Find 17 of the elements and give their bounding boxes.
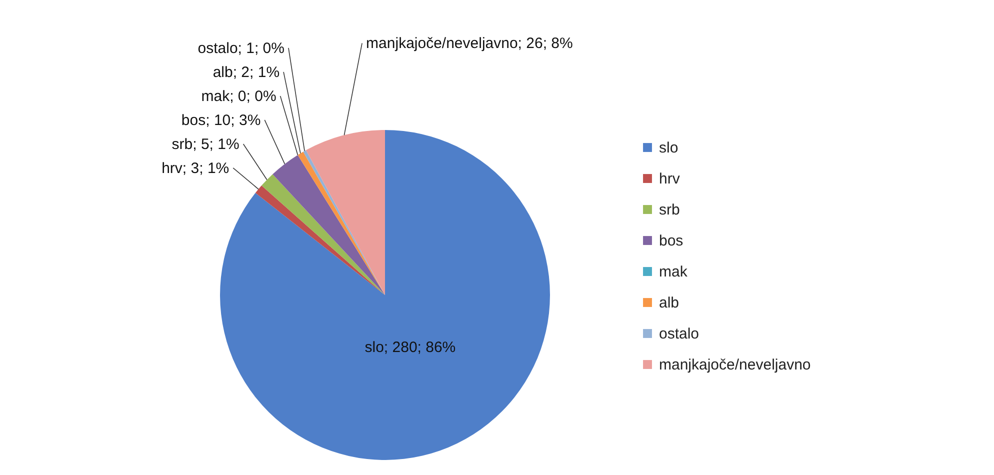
data-label: manjkajoče/neveljavno; 26; 8%	[366, 35, 573, 52]
legend-label: ostalo	[659, 326, 700, 342]
pie-slice	[272, 154, 385, 295]
data-label: ostalo; 1; 0%	[198, 40, 284, 57]
data-label: slo; 280; 86%	[364, 338, 456, 356]
data-label: alb; 2; 1%	[212, 64, 280, 81]
legend-label: bos	[659, 232, 684, 250]
legend-label: srb	[659, 202, 680, 218]
legend-label: hrv	[659, 170, 680, 188]
legend-label: slo	[659, 140, 678, 156]
data-label: hrv; 3; 1%	[162, 160, 230, 177]
legend-label: mak	[659, 264, 688, 280]
text: mak; 0; 0%	[201, 88, 276, 105]
legend-label: alb	[659, 294, 680, 312]
data-label: srb; 5; 1%	[172, 136, 240, 153]
legend-label: manjkajoče/neveljavno	[659, 356, 811, 374]
data-label: bos; 10; 3%	[181, 112, 261, 129]
